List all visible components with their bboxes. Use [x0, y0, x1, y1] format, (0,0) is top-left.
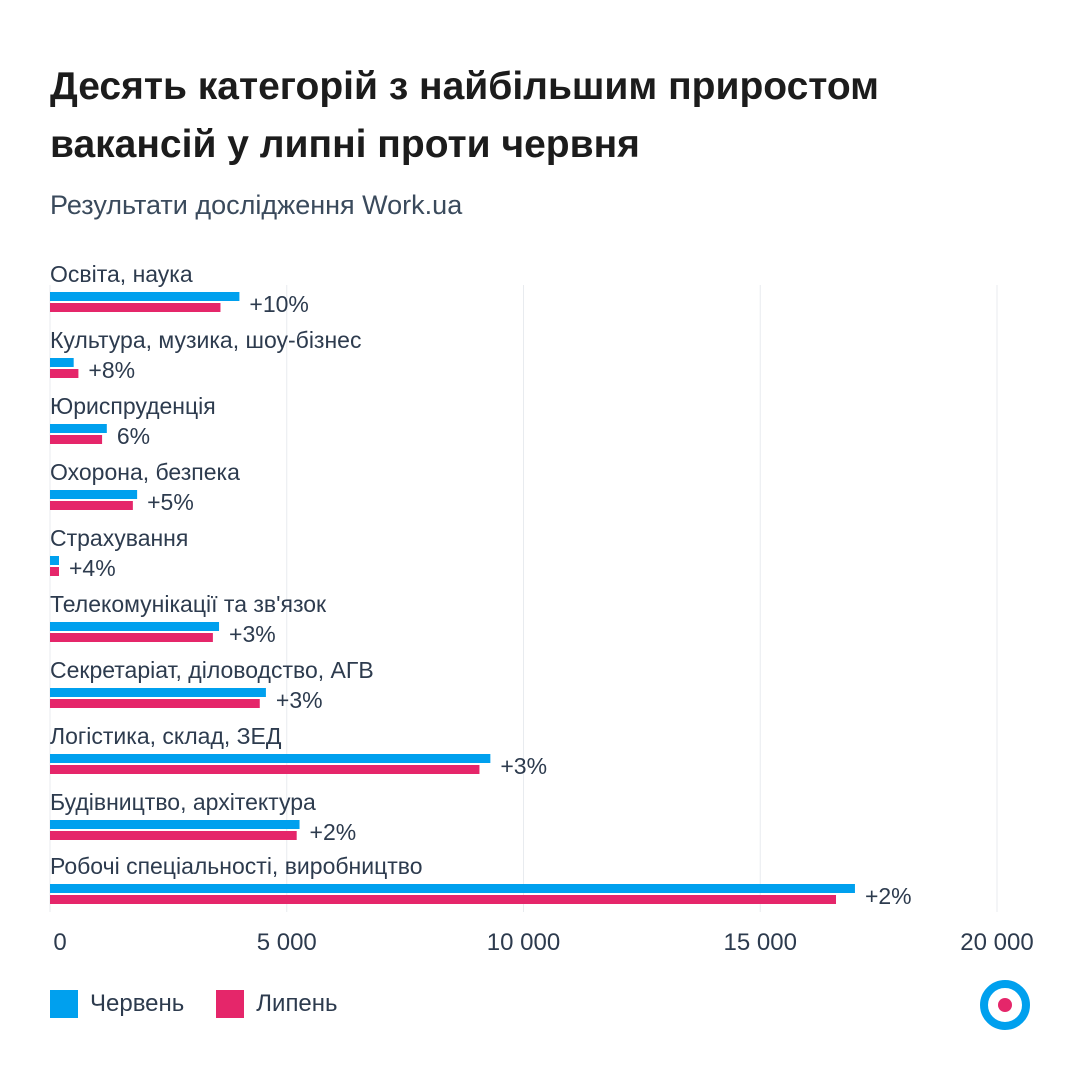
data-label: +3% [500, 753, 547, 779]
data-label: +3% [229, 621, 276, 647]
category-label: Робочі спеціальності, виробництво [50, 853, 423, 879]
data-label: +8% [88, 357, 135, 383]
bar-july [50, 501, 133, 510]
bar-june [50, 358, 74, 367]
legend: Червень Липень [50, 990, 370, 1018]
x-tick-label: 20 000 [960, 929, 1033, 956]
data-label: +2% [310, 819, 357, 845]
bar-june [50, 754, 491, 763]
bar-july [50, 435, 103, 444]
bar-june [50, 820, 300, 829]
x-tick-label: 10 000 [487, 929, 560, 956]
category-label: Охорона, безпека [50, 459, 240, 485]
bar-june [50, 292, 240, 301]
legend-item-june: Червень [50, 990, 184, 1018]
x-tick-label: 0 [53, 929, 66, 956]
bar-june [50, 688, 266, 697]
legend-swatch-july [216, 990, 245, 1018]
bar-june [50, 490, 138, 499]
category-label: Логістика, склад, ЗЕД [50, 723, 282, 749]
bar-july [50, 895, 837, 904]
category-label: Страхування [50, 525, 188, 551]
legend-label-june: Червень [90, 990, 185, 1017]
bar-june [50, 622, 220, 631]
legend-item-july: Липень [216, 990, 338, 1018]
data-label: +5% [147, 489, 194, 515]
category-label: Будівництво, архітектура [50, 789, 316, 815]
bar-july [50, 831, 297, 840]
bar-june [50, 556, 59, 565]
bar-june [50, 884, 855, 893]
bar-june [50, 424, 107, 433]
bar-july [50, 567, 59, 576]
category-label: Освіта, наука [50, 261, 193, 287]
data-label: +3% [276, 687, 323, 713]
data-label: +10% [249, 291, 308, 317]
bar-july [50, 765, 480, 774]
legend-swatch-june [50, 990, 78, 1018]
category-label: Секретаріат, діловодство, АГВ [50, 657, 374, 683]
category-label: Юриспруденція [50, 393, 216, 419]
bar-july [50, 699, 260, 708]
data-label: 6% [117, 423, 150, 449]
x-tick-label: 5 000 [257, 929, 317, 956]
legend-label-july: Липень [256, 990, 338, 1017]
data-label: +4% [69, 555, 116, 581]
chart-subtitle: Результати дослідження Work.ua [50, 190, 463, 220]
bar-july [50, 303, 221, 312]
data-label: +2% [865, 883, 912, 909]
chart-title: Десять категорій з найбільшим приростом … [50, 65, 880, 166]
work-ua-logo [980, 980, 1030, 1030]
bar-july [50, 369, 79, 378]
category-label: Телекомунікації та зв'язок [50, 591, 327, 617]
bar-july [50, 633, 213, 642]
x-tick-label: 15 000 [724, 929, 797, 956]
category-label: Культура, музика, шоу-бізнес [50, 327, 361, 353]
